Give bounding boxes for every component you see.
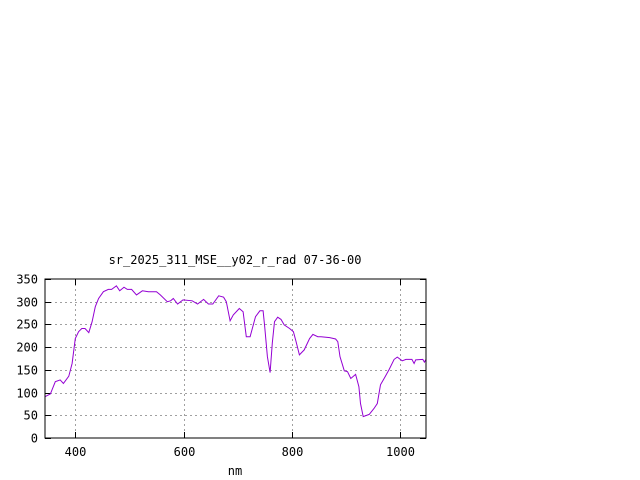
series-line xyxy=(44,285,427,418)
x-tick-label: 800 xyxy=(282,445,304,459)
y-tick-label: 300 xyxy=(16,296,38,310)
y-tick-label: 250 xyxy=(16,318,38,332)
x-axis-label: nm xyxy=(228,464,242,478)
y-tick-label: 150 xyxy=(16,364,38,378)
tick-labels: 0 50 100 150 200 250 300 350 400 600 800 1000 xyxy=(16,273,415,460)
chart-title: sr_2025_311_MSE__y02_r_rad 07-36-00 xyxy=(109,253,362,267)
y-tick-label: 200 xyxy=(16,341,38,355)
x-tick-label: 1000 xyxy=(386,445,415,459)
plot-border xyxy=(44,278,427,439)
y-tick-label: 0 xyxy=(31,432,38,446)
x-tick-label: 400 xyxy=(65,445,87,459)
grid xyxy=(45,279,426,438)
y-tick-label: 100 xyxy=(16,387,38,401)
y-tick-label: 50 xyxy=(24,409,38,423)
x-tick-label: 600 xyxy=(174,445,196,459)
y-tick-label: 350 xyxy=(16,273,38,287)
